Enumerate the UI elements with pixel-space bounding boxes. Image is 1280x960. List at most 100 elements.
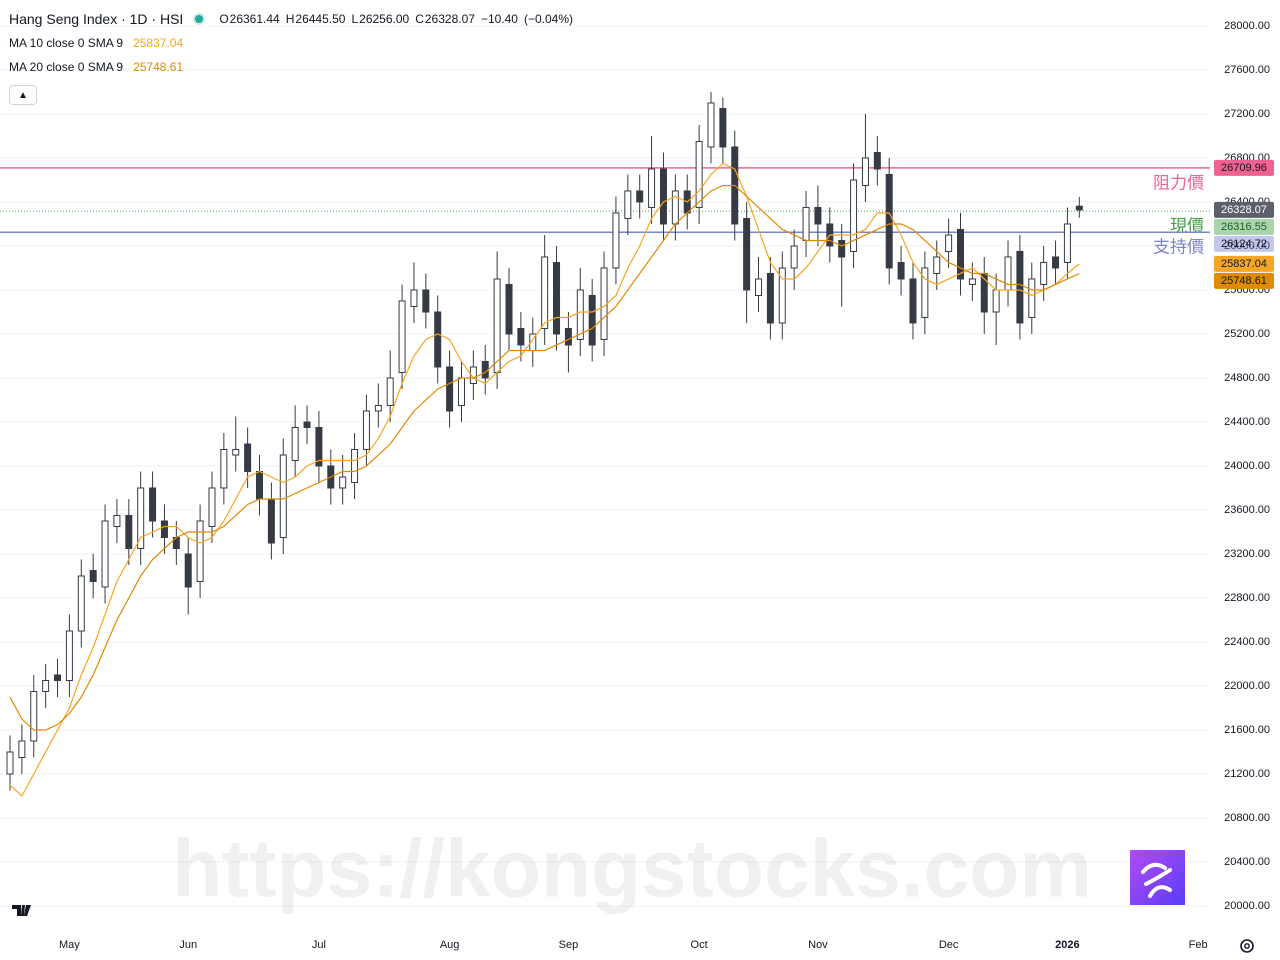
change: −10.40 — [480, 12, 518, 26]
y-tick-label: 23600.00 — [1224, 504, 1270, 516]
price-tag — [1214, 218, 1274, 235]
candle-body — [588, 294, 596, 346]
candle-body — [232, 448, 240, 456]
candle-body — [873, 151, 881, 170]
grid — [0, 25, 1210, 907]
watermark: https://kongstocks.com — [172, 824, 1092, 915]
candle-body — [505, 283, 513, 335]
candle-body — [256, 470, 264, 500]
candle-body — [149, 487, 157, 522]
candle-body — [933, 256, 941, 274]
y-tick-label: 24000.00 — [1224, 460, 1270, 472]
collapse-button[interactable]: ▲ — [9, 85, 37, 105]
candle-body — [766, 272, 774, 324]
candle-body — [612, 212, 620, 269]
candle-body — [77, 575, 85, 632]
candle-body — [18, 740, 26, 759]
price-tag-label: 26124.72 — [1221, 238, 1267, 250]
y-tick-label: 27600.00 — [1224, 64, 1270, 76]
candle-body — [493, 278, 501, 373]
candle-body — [945, 234, 953, 252]
chart-title: Hang Seng Index · 1D · HSI — [9, 11, 184, 27]
candle-body — [315, 426, 323, 467]
candle-body — [1063, 223, 1071, 263]
y-tick-label: 21600.00 — [1224, 724, 1270, 736]
candle-body — [1016, 250, 1024, 324]
tv-logo — [12, 905, 31, 916]
candle-body — [707, 102, 715, 148]
candle-body — [410, 289, 418, 307]
y-tick-label: 24800.00 — [1224, 372, 1270, 384]
market-status[interactable] — [193, 13, 206, 25]
tv-logo-mark[interactable] — [12, 905, 31, 916]
header-row: Hang Seng Index · 1D · HSI O 26361.44 H 26… — [9, 7, 579, 31]
candle-body — [457, 377, 465, 406]
candle-body — [279, 454, 287, 538]
price-tag-label: 26709.96 — [1221, 162, 1267, 174]
candle-body — [220, 448, 228, 489]
y-tick-label: 20000.00 — [1224, 900, 1270, 912]
candle-body — [362, 410, 370, 450]
candle-body — [968, 278, 976, 285]
legend-value: 25837.04 — [133, 36, 184, 50]
candle-body — [113, 514, 121, 527]
candle-body — [1040, 261, 1048, 285]
x-tick-label: Nov — [808, 939, 828, 951]
candle-body — [802, 206, 810, 241]
logo — [1130, 850, 1185, 905]
candle-body — [909, 278, 917, 324]
ohlc-value: 26328.07 — [424, 12, 475, 26]
y-tick-label: 25200.00 — [1224, 328, 1270, 340]
candle-body — [743, 217, 751, 291]
candle-body — [434, 311, 442, 368]
level-label: 阻力價 — [1153, 173, 1204, 192]
logo-glyph — [1141, 862, 1172, 898]
candle-body — [386, 377, 394, 406]
candle-body — [576, 289, 584, 340]
x-tick-label: Oct — [691, 939, 708, 951]
price-tag — [1214, 255, 1274, 272]
legend-row[interactable]: MA 20 close 0 SMA 9 25748.61 — [9, 55, 579, 79]
legend-row[interactable]: MA 10 close 0 SMA 9 25837.04 — [9, 31, 579, 55]
candle-body — [1028, 278, 1036, 318]
price-tag — [1214, 159, 1274, 176]
candle-body — [101, 520, 109, 588]
ohlc-value: 26361.44 — [229, 12, 280, 26]
candle-body — [422, 289, 430, 313]
candle-body — [398, 300, 406, 373]
change-pct: (−0.04%) — [523, 12, 574, 26]
ma-line — [9, 184, 1080, 731]
price-tag-label: 26328.07 — [1221, 204, 1267, 216]
candle-body — [885, 173, 893, 269]
candle-body — [469, 366, 477, 384]
ma-line — [9, 162, 1080, 797]
candle-body — [184, 553, 192, 588]
settings-icon[interactable] — [1240, 939, 1254, 953]
candle-body — [196, 520, 204, 582]
level-label: 現價 — [1170, 217, 1204, 236]
gear-hub[interactable] — [1244, 943, 1250, 949]
x-tick-label: Dec — [939, 939, 959, 951]
candle-body — [755, 278, 763, 296]
price-tag — [1214, 272, 1274, 289]
candle-body — [374, 404, 382, 412]
candle-body — [339, 476, 347, 489]
y-tick-label: 20400.00 — [1224, 856, 1270, 868]
candle-body — [54, 674, 62, 682]
gear-ring[interactable] — [1240, 939, 1254, 953]
candle-body — [30, 691, 38, 742]
y-tick-label: 24400.00 — [1224, 416, 1270, 428]
price-axis: 20000.00 20400.00 20800.00 21200.00 21600.00… — [59, 20, 1274, 951]
ohlc-prefix: L — [351, 12, 359, 26]
ohlc-prefix: O — [219, 12, 229, 26]
x-tick-label: 2026 — [1055, 939, 1079, 951]
candle-body — [992, 289, 1000, 313]
candle-body — [695, 140, 703, 208]
x-tick-label: Jun — [179, 939, 197, 951]
legend-label: MA 20 close 0 SMA 9 — [9, 60, 124, 74]
y-tick-label: 22000.00 — [1224, 680, 1270, 692]
